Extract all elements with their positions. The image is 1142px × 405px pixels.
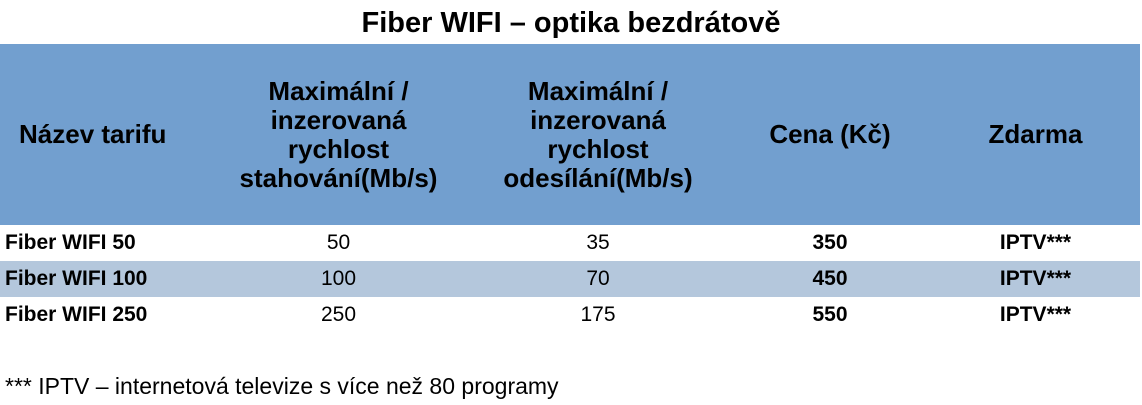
upload-speed: 35 — [586, 231, 610, 254]
free-service: IPTV*** — [999, 231, 1072, 254]
page-title: Fiber WIFI – optika bezdrátově — [361, 7, 781, 39]
price: 350 — [812, 231, 848, 254]
table-row: Fiber WIFI 50 50 35 350 IPTV*** — [0, 225, 1140, 261]
header-tariff-name: Název tarifu — [19, 119, 167, 149]
header-upload-speed: Maximální / inzerovaná rychlost odesílán… — [467, 44, 729, 225]
header-upload-line: odesílání(Mb/s) — [503, 162, 693, 193]
price: 450 — [812, 267, 848, 290]
table-header-row: Název tarifu Maximální / inzerovaná rych… — [0, 44, 1140, 225]
tariff-name: Fiber WIFI 250 — [5, 303, 148, 326]
free-service: IPTV*** — [999, 267, 1072, 290]
header-upload-line: inzerovaná — [530, 104, 666, 135]
header-download-line: stahování(Mb/s) — [239, 162, 438, 193]
header-upload-line: Maximální / — [527, 75, 669, 106]
download-speed: 100 — [320, 267, 357, 290]
tariff-table: Název tarifu Maximální / inzerovaná rych… — [0, 44, 1140, 333]
header-download-speed: Maximální / inzerovaná rychlost stahován… — [210, 44, 467, 225]
tariff-name: Fiber WIFI 50 — [5, 231, 136, 254]
download-speed: 250 — [320, 303, 357, 326]
header-download-line: inzerovaná — [270, 104, 407, 135]
upload-speed: 70 — [586, 267, 610, 290]
free-service: IPTV*** — [999, 303, 1072, 326]
header-download-line: rychlost — [287, 133, 390, 164]
table-row: Fiber WIFI 100 100 70 450 IPTV*** — [0, 261, 1140, 297]
header-upload-line: rychlost — [547, 133, 649, 164]
header-price: Cena (Kč) — [769, 119, 891, 149]
header-free: Zdarma — [988, 119, 1083, 149]
header-download-line: Maximální / — [268, 75, 409, 106]
footnote: *** IPTV – internetová televize s více n… — [5, 373, 559, 399]
upload-speed: 175 — [580, 303, 616, 326]
price: 550 — [812, 303, 848, 326]
tariff-name: Fiber WIFI 100 — [5, 267, 148, 290]
download-speed: 50 — [326, 231, 351, 254]
table-row: Fiber WIFI 250 250 175 550 IPTV*** — [0, 297, 1140, 333]
